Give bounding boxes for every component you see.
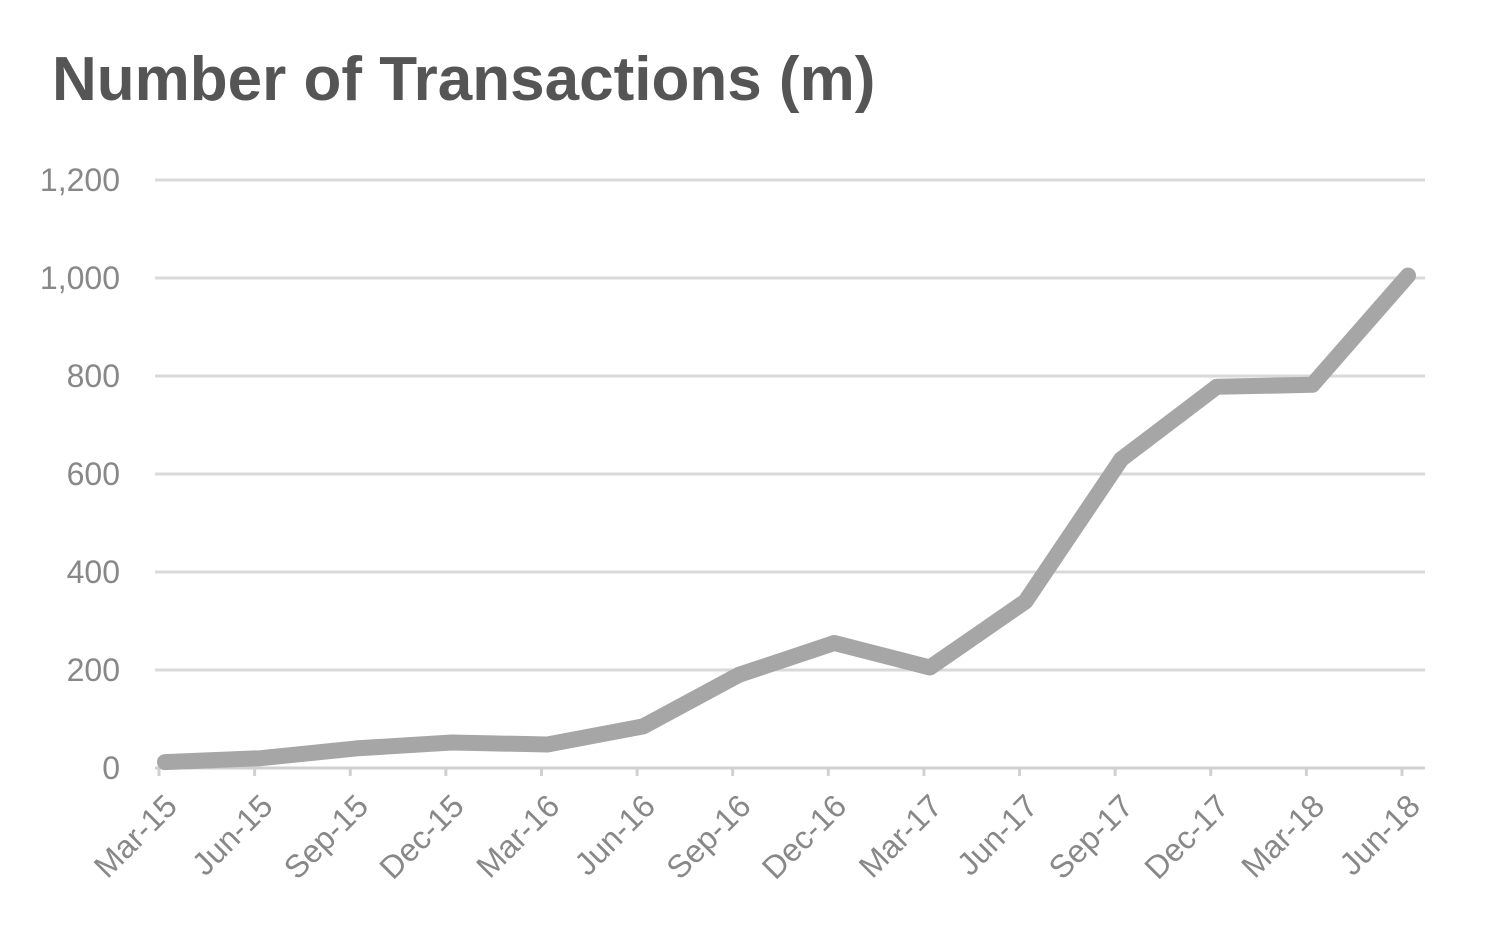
x-tick-label: Mar-15 (87, 787, 184, 884)
y-tick-label: 0 (102, 750, 120, 786)
chart-title: Number of Transactions (m) (52, 45, 876, 114)
x-tick-label: Jun-17 (950, 787, 1045, 882)
x-tick-label: Jun-16 (567, 787, 662, 882)
y-axis-tick-labels: 0 200 400 600 800 1,000 1,200 (40, 162, 120, 786)
series-line (157, 267, 1416, 771)
series-group (157, 267, 1416, 771)
x-tick-label: Jun-18 (1332, 787, 1427, 882)
x-tick-label: Dec-17 (1137, 787, 1235, 885)
y-tick-label: 800 (67, 358, 120, 394)
gridlines (155, 178, 1425, 770)
x-tick-label: Mar-16 (469, 787, 566, 884)
x-tick-label: Sep-15 (277, 787, 375, 885)
y-tick-label: 400 (67, 554, 120, 590)
x-tick-label: Dec-16 (755, 787, 853, 885)
x-tick-label: Dec-15 (372, 787, 470, 885)
y-tick-label: 1,200 (40, 162, 120, 198)
x-tick-label: Mar-18 (1234, 787, 1331, 884)
x-tick-label: Jun-15 (185, 787, 280, 882)
x-tick-label: Sep-16 (659, 787, 757, 885)
y-tick-label: 1,000 (40, 260, 120, 296)
x-tick-label: Sep-17 (1042, 787, 1140, 885)
x-tick-label: Mar-17 (852, 787, 949, 884)
y-tick-label: 600 (67, 456, 120, 492)
y-tick-label: 200 (67, 652, 120, 688)
